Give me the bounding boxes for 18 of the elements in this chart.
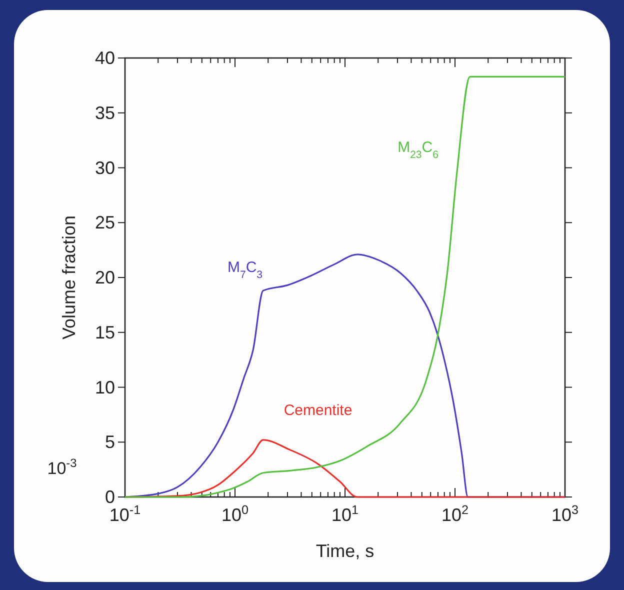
- y-tick-label: 5: [104, 432, 115, 452]
- x-axis-title: Time, s: [316, 541, 374, 561]
- y-tick-label: 30: [94, 158, 115, 178]
- y-tick-label: 35: [94, 102, 115, 123]
- x-tick-label: 10$^{2}$: [441, 503, 469, 525]
- x-tick-label: 10$^{1}$: [331, 503, 359, 525]
- y-tick-label: 40: [94, 48, 115, 68]
- text: 10$^{-3}$: [47, 456, 78, 478]
- series-label: M$_{7}$C$_{3}$: [227, 259, 263, 281]
- x-tick-label: 10$^{3}$: [551, 503, 579, 525]
- y-tick-label: 15: [94, 322, 115, 342]
- y-tick-label: 10: [94, 377, 115, 398]
- y-tick-label: 20: [94, 268, 115, 288]
- x-tick-label: 10$^{0}$: [221, 503, 249, 525]
- series-label: M$_{23}$C$_{6}$: [398, 139, 439, 161]
- series-label: Cementite: [284, 402, 352, 419]
- y-axis-title: Volume fraction: [59, 215, 79, 340]
- y-tick-label: 25: [94, 212, 115, 233]
